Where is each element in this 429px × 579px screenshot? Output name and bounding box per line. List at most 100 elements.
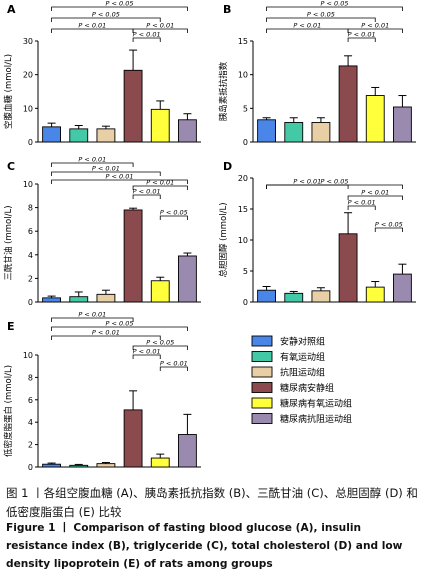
caption-chinese: 图 1 丨各组空腹血糖 (A)、胰岛素抵抗指数 (B)、三酰甘油 (C)、总胆固…	[6, 486, 418, 519]
significance-label: P < 0.01	[348, 31, 376, 39]
y-tick-label: 4	[28, 418, 33, 427]
panel-letter: C	[7, 160, 15, 173]
legend-label: 安静对照组	[280, 336, 325, 348]
y-tick-label: 5	[243, 267, 248, 276]
legend-swatch	[251, 335, 273, 347]
significance-bracket	[266, 17, 376, 22]
caption-english: Figure 1 丨 Comparison of fasting blood g…	[6, 522, 403, 570]
significance-bracket	[159, 215, 188, 220]
bar-3	[96, 128, 116, 143]
significance-label: P < 0.01	[293, 22, 321, 30]
bar-3	[311, 122, 331, 143]
y-tick-label: 15	[238, 205, 248, 214]
y-axis-label: 三酰甘油 (mmol/L)	[3, 205, 14, 280]
significance-label: P < 0.01	[78, 156, 106, 164]
significance-label: P < 0.01	[146, 22, 174, 30]
significance-label: P < 0.01	[78, 311, 106, 319]
bar-4	[123, 409, 143, 468]
y-axis-label: 低密度脂蛋白 (mmol/L)	[3, 365, 14, 457]
significance-bracket	[51, 326, 188, 331]
bar-5	[150, 457, 170, 468]
significance-label: P < 0.05	[321, 178, 349, 186]
y-tick-label: 10	[23, 180, 33, 189]
legend-item: 糖尿病抗阻运动组	[251, 413, 352, 425]
legend-label: 糖尿病安静组	[280, 382, 334, 394]
bar-1	[42, 126, 61, 143]
significance-label: P < 0.01	[78, 22, 106, 30]
y-tick-label: 6	[28, 396, 33, 405]
significance-bracket	[347, 195, 403, 200]
significance-bracket	[51, 317, 134, 322]
legend-swatch	[251, 366, 273, 378]
significance-label: P < 0.05	[92, 11, 120, 19]
legend-swatch	[251, 397, 273, 409]
panel-a: A 0 10 20 30 空腹血糖 (mmol/L) P < 0.05 P < 0.05 P <…	[3, 0, 201, 147]
significance-bracket	[51, 335, 161, 340]
significance-label: P < 0.01	[133, 31, 161, 39]
bar-5	[150, 108, 170, 143]
legend-label: 糖尿病抗阻运动组	[280, 413, 352, 425]
significance-bracket	[51, 162, 134, 167]
bar-4	[338, 65, 358, 143]
significance-bracket	[132, 185, 188, 190]
significance-label: P < 0.01	[348, 199, 376, 207]
significance-bracket	[266, 184, 349, 189]
significance-bracket	[132, 37, 161, 42]
significance-bracket	[132, 28, 188, 33]
y-tick-label: 2	[28, 441, 33, 450]
significance-bracket	[51, 6, 188, 11]
bar-4	[338, 233, 358, 303]
significance-label: P < 0.01	[133, 188, 161, 196]
y-tick-label: 10	[23, 351, 33, 360]
bar-5	[150, 280, 170, 303]
significance-bracket	[347, 205, 376, 210]
y-tick-label: 2	[28, 274, 33, 283]
significance-bracket	[266, 6, 403, 11]
significance-bracket	[132, 194, 161, 199]
y-tick-label: 15	[238, 37, 248, 46]
y-axis-label: 总胆固醇 (mmol/L)	[218, 202, 229, 277]
legend-swatch	[251, 413, 273, 424]
legend-label: 糖尿病有氧运动组	[280, 398, 352, 410]
significance-label: P < 0.05	[106, 320, 134, 328]
significance-bracket	[347, 37, 376, 42]
y-tick-label: 4	[28, 251, 33, 260]
legend-item: 糖尿病安静组	[251, 382, 334, 394]
bar-3	[311, 290, 331, 303]
bar-6	[393, 273, 412, 303]
significance-bracket	[374, 227, 403, 232]
bar-1	[257, 289, 276, 303]
legend-swatch	[251, 382, 273, 393]
y-tick-label: 10	[238, 236, 248, 245]
significance-label: P < 0.05	[375, 221, 403, 229]
y-tick-label: 30	[23, 37, 33, 46]
significance-label: P < 0.01	[92, 329, 120, 337]
y-tick-label: 8	[28, 204, 33, 213]
bar-3	[96, 463, 116, 468]
significance-label: P < 0.05	[146, 339, 174, 347]
significance-label: P < 0.01	[361, 22, 389, 30]
legend-item: 抗阻运动组	[251, 366, 325, 379]
bar-2	[284, 122, 304, 143]
significance-label: P < 0.01	[146, 179, 174, 187]
legend-item: 糖尿病有氧运动组	[251, 397, 352, 410]
bar-1	[257, 119, 276, 143]
significance-bracket	[159, 366, 188, 371]
legend-swatch	[251, 351, 273, 362]
legend-item: 有氧运动组	[251, 351, 325, 363]
bar-6	[178, 255, 197, 303]
bar-2	[69, 464, 89, 468]
y-tick-label: 10	[238, 71, 248, 80]
bar-2	[284, 292, 304, 303]
significance-bracket	[51, 17, 161, 22]
significance-label: P < 0.05	[307, 11, 335, 19]
y-tick-label: 6	[28, 227, 33, 236]
bar-4	[123, 209, 143, 303]
significance-bracket	[132, 345, 188, 350]
y-tick-label: 20	[238, 174, 248, 183]
